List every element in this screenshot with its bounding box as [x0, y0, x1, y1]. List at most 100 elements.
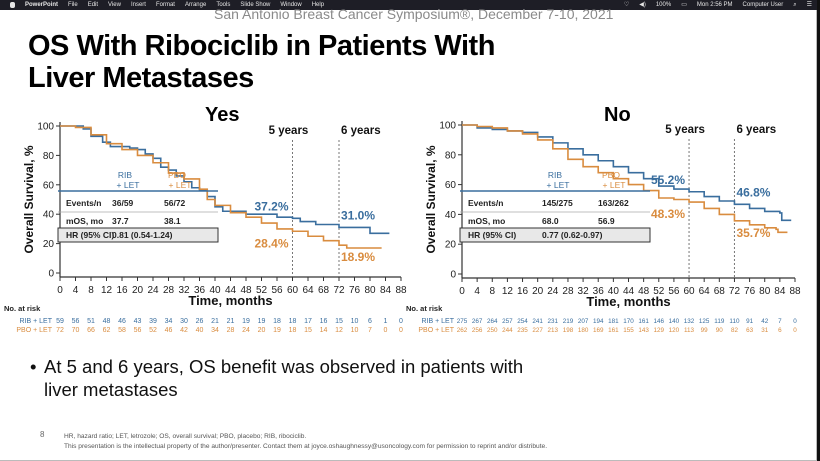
c1-at-risk-rib-value: 219 — [563, 318, 574, 325]
battery-icon[interactable]: ▭ — [681, 2, 687, 8]
c1-y-tick-label: 80 — [445, 150, 457, 161]
c1-x-tick-label: 72 — [729, 286, 741, 297]
bullet-point: • At 5 and 6 years, OS benefit was obser… — [30, 355, 523, 401]
c1-x-tick-label: 80 — [759, 286, 771, 297]
c0-y-tick-label: 0 — [48, 269, 54, 280]
c1-at-risk-rib-value: 275 — [457, 318, 468, 325]
c0-curve-pbo — [60, 125, 382, 249]
c0-x-tick-label: 12 — [101, 285, 113, 296]
c0-curve-rib — [60, 125, 390, 235]
c0-at-risk-rib-label: RIB + LET — [20, 318, 53, 325]
list-icon[interactable]: ☰ — [806, 2, 812, 8]
menu-arrange[interactable]: Arrange — [184, 2, 207, 8]
c1-table-cell-pbo: 56.9 — [598, 216, 615, 226]
c1-at-risk-pbo-value: 262 — [457, 327, 468, 334]
clock[interactable]: Mon 2:56 PM — [696, 2, 733, 8]
c1-y-axis-label: Overall Survival, % — [424, 145, 438, 253]
c0-y-tick-label: 80 — [43, 151, 55, 162]
menu-edit[interactable]: Edit — [87, 2, 99, 8]
c1-x-tick-label: 76 — [744, 286, 756, 297]
c0-at-risk-pbo-value: 24 — [242, 327, 250, 334]
c1-y-tick-label: 0 — [450, 270, 456, 281]
c0-at-risk-pbo-value: 56 — [134, 327, 142, 334]
c1-at-risk-rib-value: 241 — [532, 318, 543, 325]
footnote-copyright: This presentation is the intellectual pr… — [64, 443, 548, 450]
c0-at-risk-pbo-value: 66 — [87, 327, 95, 334]
c0-at-risk-pbo-value: 12 — [335, 327, 343, 334]
c0-at-risk-pbo-value: 70 — [72, 327, 80, 334]
wifi-icon[interactable]: ♡ — [623, 2, 630, 8]
c0-x-tick-label: 44 — [225, 285, 237, 296]
c0-table-cell-rib: 37.7 — [112, 216, 129, 226]
c1-at-risk-pbo-value: 250 — [487, 327, 498, 334]
c1-at-risk-pbo-value: 161 — [608, 327, 619, 334]
footnotes: HR, hazard ratio; LET, letrozole; OS, ov… — [64, 432, 547, 452]
user-name[interactable]: Computer User — [742, 2, 784, 8]
c0-x-tick-label: 84 — [380, 285, 392, 296]
menu-insert[interactable]: Insert — [130, 2, 146, 8]
c0-at-risk-pbo-value: 0 — [384, 327, 388, 334]
apple-icon[interactable] — [10, 2, 15, 8]
c1-x-tick-label: 56 — [668, 286, 680, 297]
c0-at-risk-label: No. at risk — [4, 304, 41, 313]
c0-annotation-rib: 31.0% — [341, 208, 375, 222]
volume-icon[interactable]: ◀) — [639, 2, 646, 8]
c1-x-tick-label: 16 — [517, 286, 529, 297]
c1-x-tick-label: 0 — [459, 286, 465, 297]
c0-x-tick-label: 80 — [364, 285, 376, 296]
c0-table-cell-rib: 36/59 — [112, 198, 134, 208]
c1-at-risk-rib-value: 91 — [746, 318, 754, 325]
slide-title: OS With Ribociclib in Patients With Live… — [28, 30, 495, 94]
c0-x-tick-label: 20 — [132, 285, 144, 296]
c1-at-risk-rib-label: RIB + LET — [422, 318, 455, 325]
c0-at-risk-rib-value: 30 — [180, 318, 188, 325]
c0-hr-box — [57, 227, 219, 243]
c1-x-tick-label: 52 — [653, 286, 665, 297]
panel-title-yes: Yes — [205, 104, 240, 126]
menu-format[interactable]: Format — [155, 2, 175, 8]
c1-at-risk-rib-value: 110 — [729, 318, 740, 325]
c0-annotation-rib: 37.2% — [254, 199, 288, 213]
c0-x-tick-label: 88 — [395, 285, 407, 296]
search-icon[interactable]: ⌕ — [793, 2, 797, 8]
menu-slide-show[interactable]: Slide Show — [240, 2, 271, 8]
c1-x-tick-label: 84 — [774, 286, 786, 297]
c0-table-header-pbo: + LET — [169, 180, 192, 190]
c1-at-risk-pbo-value: 82 — [731, 327, 739, 334]
c0-at-risk-rib-value: 0 — [399, 318, 403, 325]
c0-at-risk-rib-value: 19 — [258, 318, 266, 325]
c1-at-risk-rib-value: 161 — [638, 318, 649, 325]
c1-at-risk-pbo-value: 31 — [761, 327, 769, 334]
c0-annotation-pbo: 18.9% — [341, 250, 375, 264]
c1-x-tick-label: 4 — [474, 286, 480, 297]
c0-at-risk-rib-value: 46 — [118, 318, 126, 325]
c1-at-risk-pbo-value: 129 — [654, 327, 665, 334]
c0-at-risk-pbo-value: 0 — [399, 327, 403, 334]
battery-percent[interactable]: 100% — [655, 2, 672, 8]
menu-app-name[interactable]: PowerPoint — [25, 2, 59, 8]
menu-tools[interactable]: Tools — [216, 2, 231, 8]
c0-at-risk-rib-value: 21 — [227, 318, 235, 325]
menu-file[interactable]: File — [68, 2, 78, 8]
c1-at-risk-rib-value: 257 — [502, 318, 513, 325]
c0-at-risk-rib-value: 1 — [384, 318, 388, 325]
menu-view[interactable]: View — [108, 2, 121, 8]
c1-table-header-rib: RIB — [548, 170, 563, 180]
c1-at-risk-rib-value: 146 — [654, 318, 665, 325]
c0-x-tick-label: 40 — [209, 285, 221, 296]
c0-x-tick-label: 32 — [178, 285, 190, 296]
menu-help[interactable]: Help — [311, 2, 325, 8]
menu-window[interactable]: Window — [280, 2, 302, 8]
c1-at-risk-rib-value: 231 — [548, 318, 559, 325]
c1-table-header-pbo: + LET — [603, 180, 626, 190]
c0-table-header-rib: RIB — [118, 170, 133, 180]
c0-table-header-rib: + LET — [117, 180, 140, 190]
c0-at-risk-pbo-label: PBO + LET — [16, 327, 52, 334]
c0-table-header-pbo: PBO — [168, 170, 186, 180]
panel-title-no: No — [604, 104, 631, 126]
c0-at-risk-pbo-value: 58 — [118, 327, 126, 334]
c1-at-risk-rib-value: 132 — [684, 318, 695, 325]
c1-x-tick-label: 44 — [623, 286, 635, 297]
c1-annotation-rib: 55.2% — [651, 173, 685, 187]
c0-table-row-label: Events/n — [66, 198, 101, 208]
